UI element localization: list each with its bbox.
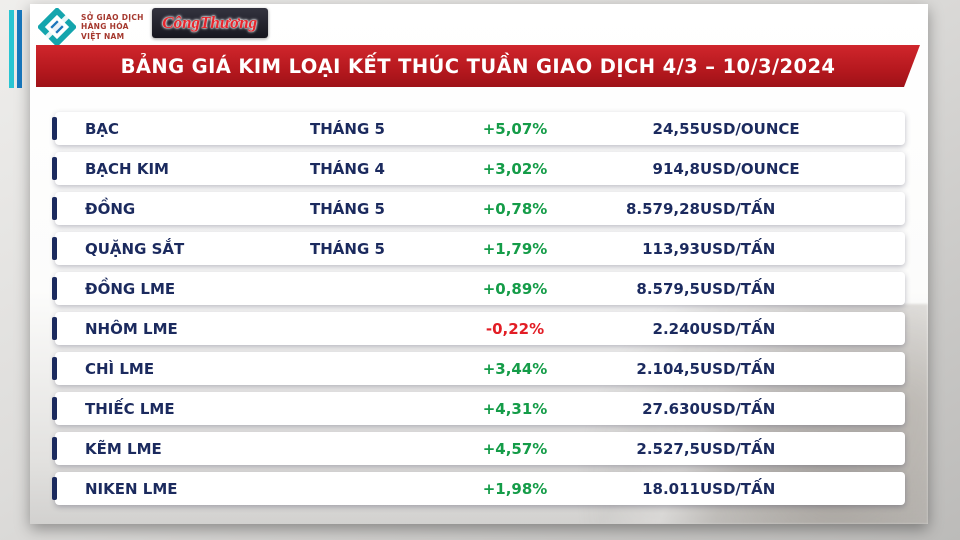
commodity-name: THIẾC LME — [85, 399, 175, 418]
price-value: 27.630 — [642, 399, 700, 418]
table-row: KẼM LME +4,57% 2.527,5 USD/TẤN — [52, 432, 905, 465]
price-value: 24,55 — [652, 119, 700, 138]
commodity-name: QUẶNG SẮT — [85, 239, 185, 258]
price-value: 2.527,5 — [636, 439, 700, 458]
table-row: THIẾC LME +4,31% 27.630 USD/TẤN — [52, 392, 905, 425]
contract-month: THÁNG 5 — [310, 119, 385, 138]
commodity-name: CHÌ LME — [85, 359, 155, 378]
content-card: SỞ GIAO DỊCH HÀNG HÓA VIỆT NAM CôngThươn… — [30, 4, 928, 524]
commodity-name: ĐỒNG LME — [85, 279, 176, 298]
price-unit: USD/TẤN — [700, 399, 776, 418]
congthuong-logo: CôngThương — [151, 8, 268, 38]
price-value: 2.104,5 — [636, 359, 700, 378]
table-row: ĐỒNG THÁNG 5 +0,78% 8.579,28 USD/TẤN — [52, 192, 905, 225]
commodity-name: ĐỒNG — [85, 199, 136, 218]
change-percent: -0,22% — [485, 319, 545, 338]
price-unit: USD/TẤN — [700, 279, 776, 298]
commodity-name: BẠC — [85, 119, 120, 138]
mxv-text-line1: SỞ GIAO DỊCH — [81, 12, 144, 22]
price-unit: USD/OUNCE — [700, 159, 800, 178]
price-value: 113,93 — [642, 239, 700, 258]
table-row: NHÔM LME -0,22% 2.240 USD/TẤN — [52, 312, 905, 345]
price-table: BẠC THÁNG 5 +5,07% 24,55 USD/OUNCE BẠCH … — [52, 112, 905, 512]
price-unit: USD/TẤN — [700, 479, 776, 498]
mxv-logo-text: SỞ GIAO DỊCH HÀNG HÓA VIỆT NAM — [81, 13, 144, 41]
price-unit: USD/TẤN — [700, 439, 776, 458]
mxv-text-line2: HÀNG HÓA — [81, 22, 129, 32]
price-value: 8.579,5 — [636, 279, 700, 298]
contract-month: THÁNG 5 — [310, 239, 385, 258]
change-percent: +3,44% — [482, 359, 548, 378]
page-title: BẢNG GIÁ KIM LOẠI KẾT THÚC TUẦN GIAO DỊC… — [120, 54, 836, 78]
price-unit: USD/TẤN — [700, 359, 776, 378]
mxv-logo: SỞ GIAO DỊCH HÀNG HÓA VIỆT NAM — [38, 8, 144, 46]
contract-month: THÁNG 4 — [310, 159, 385, 178]
price-unit: USD/TẤN — [700, 239, 776, 258]
table-row: QUẶNG SẮT THÁNG 5 +1,79% 113,93 USD/TẤN — [52, 232, 905, 265]
table-row: BẠC THÁNG 5 +5,07% 24,55 USD/OUNCE — [52, 112, 905, 145]
price-value: 2.240 — [652, 319, 700, 338]
mxv-diamond-icon — [38, 8, 76, 46]
mxv-text-line3: VIỆT NAM — [81, 31, 125, 41]
commodity-name: NIKEN LME — [85, 479, 178, 498]
price-value: 18.011 — [642, 479, 700, 498]
price-value: 8.579,28 — [625, 199, 700, 218]
commodity-name: BẠCH KIM — [85, 159, 169, 178]
price-unit: USD/OUNCE — [700, 119, 800, 138]
change-percent: +1,98% — [482, 479, 548, 498]
contract-month: THÁNG 5 — [310, 199, 385, 218]
change-percent: +4,31% — [482, 399, 548, 418]
congthuong-logo-text: CôngThương — [162, 13, 258, 32]
change-percent: +5,07% — [482, 119, 548, 138]
change-percent: +3,02% — [482, 159, 548, 178]
table-row: NIKEN LME +1,98% 18.011 USD/TẤN — [52, 472, 905, 505]
table-row: CHÌ LME +3,44% 2.104,5 USD/TẤN — [52, 352, 905, 385]
title-banner: BẢNG GIÁ KIM LOẠI KẾT THÚC TUẦN GIAO DỊC… — [36, 45, 920, 87]
left-accent-blue-bar — [17, 10, 22, 88]
left-accent-cyan-bar — [9, 10, 14, 88]
change-percent: +0,89% — [482, 279, 548, 298]
table-row: ĐỒNG LME +0,89% 8.579,5 USD/TẤN — [52, 272, 905, 305]
change-percent: +4,57% — [482, 439, 548, 458]
commodity-name: KẼM LME — [85, 439, 162, 458]
price-unit: USD/TẤN — [700, 199, 776, 218]
price-unit: USD/TẤN — [700, 319, 776, 338]
price-value: 914,8 — [652, 159, 700, 178]
change-percent: +1,79% — [482, 239, 548, 258]
table-row: BẠCH KIM THÁNG 4 +3,02% 914,8 USD/OUNCE — [52, 152, 905, 185]
commodity-name: NHÔM LME — [85, 319, 178, 338]
change-percent: +0,78% — [482, 199, 548, 218]
header: SỞ GIAO DỊCH HÀNG HÓA VIỆT NAM CôngThươn… — [38, 8, 268, 46]
